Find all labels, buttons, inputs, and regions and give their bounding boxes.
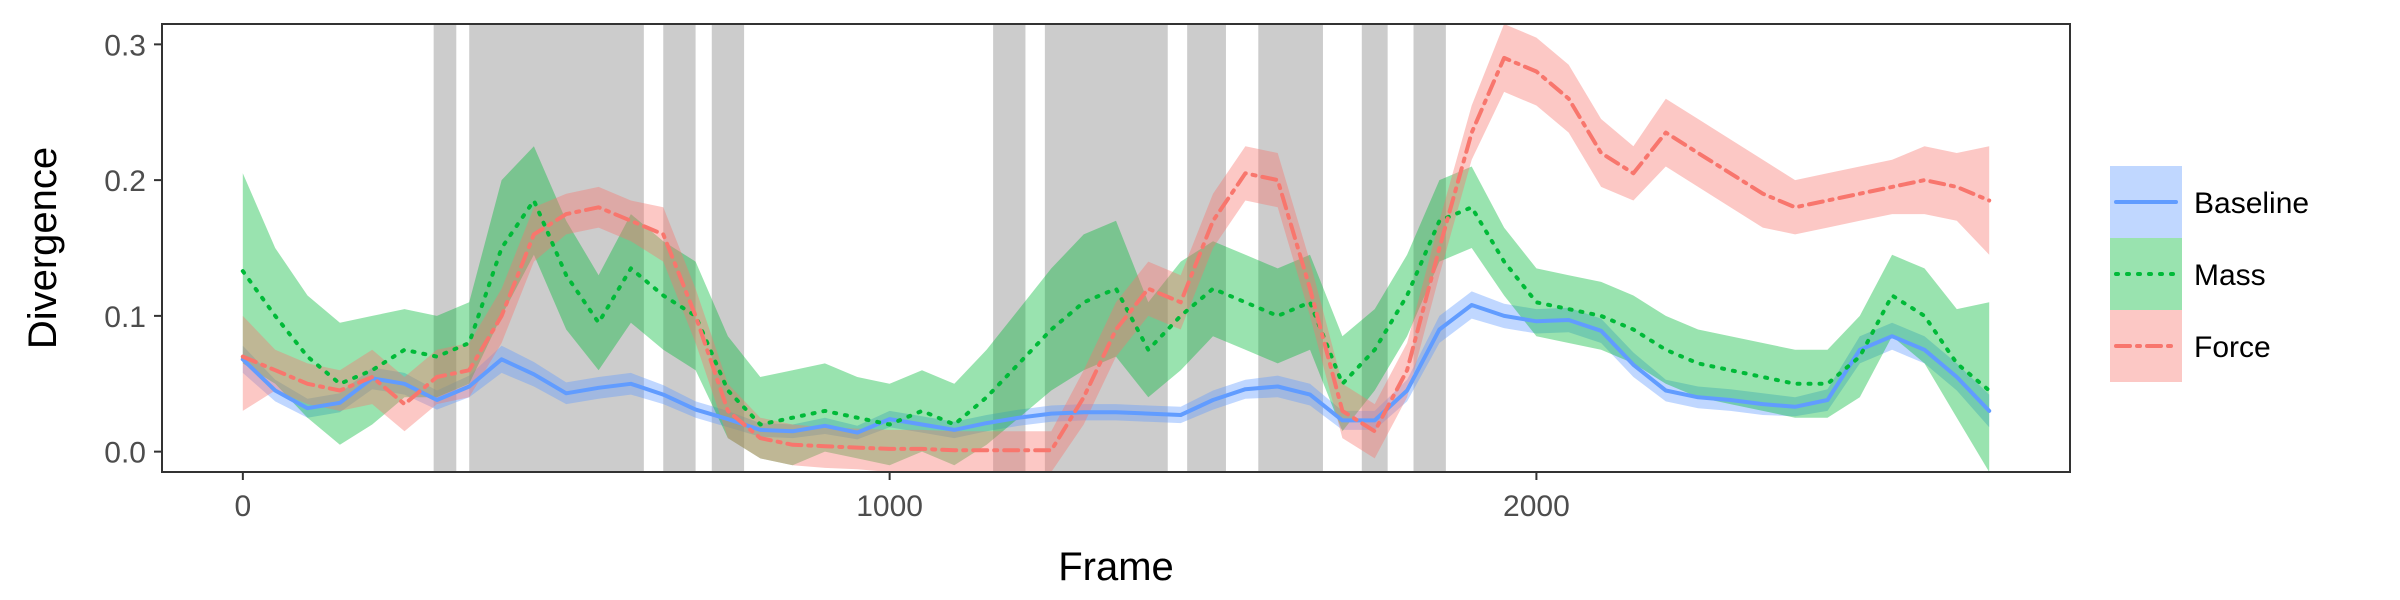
x-tick-label: 2000 <box>1503 490 1570 523</box>
y-tick-label: 0.3 <box>104 29 146 62</box>
shaded-interval-1 <box>433 24 457 472</box>
shaded-interval-5 <box>993 24 1026 472</box>
y-axis-title: Divergence <box>21 147 65 349</box>
force-legend-label: Force <box>2194 331 2271 364</box>
legend: Baseline Mass Force <box>2110 166 2309 382</box>
baseline-legend-label: Baseline <box>2194 187 2309 220</box>
y-tick-label: 0.0 <box>104 437 146 470</box>
x-tick-label: 1000 <box>856 490 923 523</box>
mass-ribbon <box>242 146 1990 472</box>
x-axis: 0 1000 2000 <box>235 472 1570 523</box>
y-tick-label: 0.2 <box>104 165 146 198</box>
mass-line <box>240 198 1992 427</box>
shaded-interval-9 <box>1361 24 1388 472</box>
shaded-interval-6 <box>1044 24 1168 472</box>
force-line <box>240 55 1992 453</box>
shaded-interval-4 <box>711 24 745 472</box>
mass-legend-label: Mass <box>2194 259 2266 292</box>
y-axis: 0.0 0.1 0.2 0.3 <box>104 29 162 470</box>
series-lines <box>240 55 1992 453</box>
x-tick-label: 0 <box>235 490 252 523</box>
y-tick-label: 0.1 <box>104 301 146 334</box>
shaded-interval-2 <box>469 24 644 472</box>
baseline-line <box>240 303 1992 435</box>
plot-panel-border <box>161 23 2071 473</box>
x-axis-title: Frame <box>1058 545 1174 589</box>
